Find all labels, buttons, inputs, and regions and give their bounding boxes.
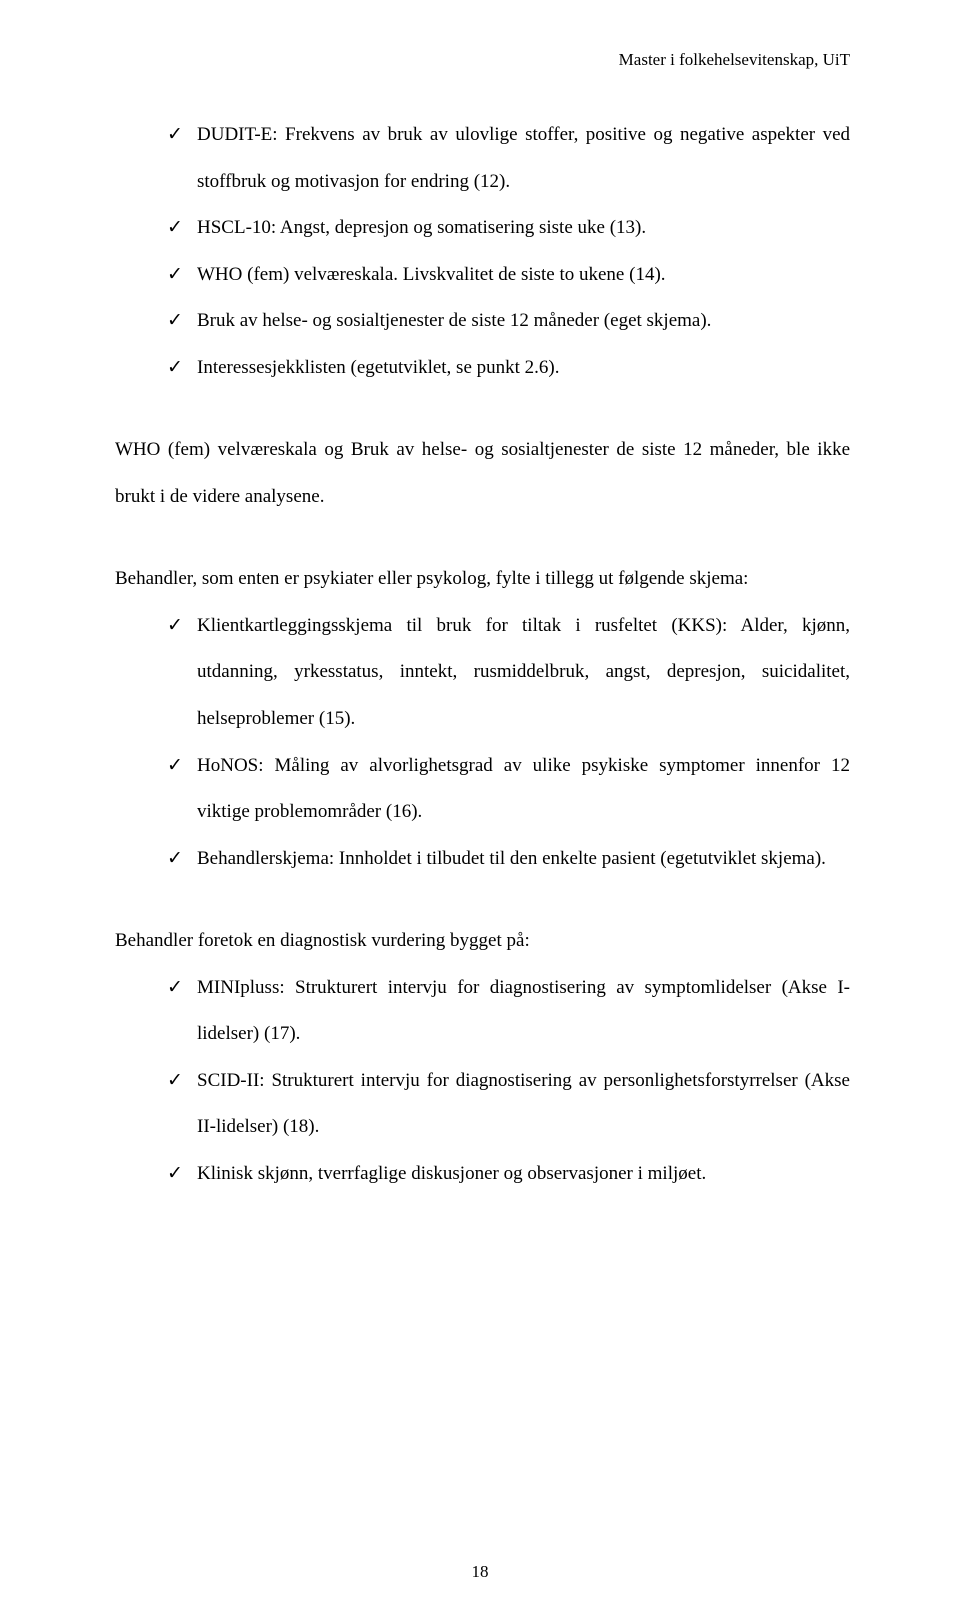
checkmark-icon: ✓ xyxy=(167,1058,183,1105)
list-item: ✓ Klientkartleggingsskjema til bruk for t… xyxy=(155,603,850,743)
checkmark-icon: ✓ xyxy=(167,345,183,392)
checkmark-icon: ✓ xyxy=(167,603,183,650)
list-item: ✓ DUDIT-E: Frekvens av bruk av ulovlige s… xyxy=(155,112,850,205)
list-item-text: SCID-II: Strukturert intervju for diagno… xyxy=(197,1070,850,1138)
list-item: ✓ Interessesjekklisten (egetutviklet, se … xyxy=(155,345,850,392)
list-item: ✓ Behandlerskjema: Innholdet i tilbudet t… xyxy=(155,836,850,883)
checkmark-icon: ✓ xyxy=(167,112,183,159)
paragraph-3: Behandler foretok en diagnostisk vurderi… xyxy=(115,918,850,965)
checkmark-icon: ✓ xyxy=(167,298,183,345)
checkmark-icon: ✓ xyxy=(167,205,183,252)
checkmark-icon: ✓ xyxy=(167,965,183,1012)
checkmark-icon: ✓ xyxy=(167,836,183,883)
list-item: ✓ SCID-II: Strukturert intervju for diagn… xyxy=(155,1058,850,1151)
list-item-text: Klientkartleggingsskjema til bruk for ti… xyxy=(197,615,850,729)
page-number: 18 xyxy=(0,1562,960,1582)
checkmark-icon: ✓ xyxy=(167,252,183,299)
list-item-text: DUDIT-E: Frekvens av bruk av ulovlige st… xyxy=(197,124,850,192)
list-item-text: Interessesjekklisten (egetutviklet, se p… xyxy=(197,357,560,378)
list-item: ✓ HSCL-10: Angst, depresjon og somatiseri… xyxy=(155,205,850,252)
list-item-text: Klinisk skjønn, tverrfaglige diskusjoner… xyxy=(197,1163,706,1184)
list-item-text: Bruk av helse- og sosialtjenester de sis… xyxy=(197,310,711,331)
list-item-text: HSCL-10: Angst, depresjon og somatiserin… xyxy=(197,217,646,238)
paragraph-2: Behandler, som enten er psykiater eller … xyxy=(115,556,850,603)
list-item-text: HoNOS: Måling av alvorlighetsgrad av uli… xyxy=(197,755,850,823)
paragraph-1: WHO (fem) velværeskala og Bruk av helse-… xyxy=(115,427,850,520)
list-item-text: MINIpluss: Strukturert intervju for diag… xyxy=(197,977,850,1045)
list-item-text: WHO (fem) velværeskala. Livskvalitet de … xyxy=(197,264,666,285)
header-text: Master i folkehelsevitenskap, UiT xyxy=(619,50,850,69)
list-item-text: Behandlerskjema: Innholdet i tilbudet ti… xyxy=(197,848,826,869)
page-number-value: 18 xyxy=(472,1562,489,1581)
list-item: ✓ Bruk av helse- og sosialtjenester de si… xyxy=(155,298,850,345)
checkmark-icon: ✓ xyxy=(167,1151,183,1198)
page-header: Master i folkehelsevitenskap, UiT xyxy=(115,50,850,70)
checklist-2: ✓ Klientkartleggingsskjema til bruk for t… xyxy=(115,603,850,882)
list-item: ✓ Klinisk skjønn, tverrfaglige diskusjone… xyxy=(155,1151,850,1198)
list-item: ✓ MINIpluss: Strukturert intervju for dia… xyxy=(155,965,850,1058)
page-content: ✓ DUDIT-E: Frekvens av bruk av ulovlige s… xyxy=(115,112,850,1197)
checklist-1: ✓ DUDIT-E: Frekvens av bruk av ulovlige s… xyxy=(115,112,850,391)
checkmark-icon: ✓ xyxy=(167,743,183,790)
checklist-3: ✓ MINIpluss: Strukturert intervju for dia… xyxy=(115,965,850,1198)
list-item: ✓ HoNOS: Måling av alvorlighetsgrad av ul… xyxy=(155,743,850,836)
list-item: ✓ WHO (fem) velværeskala. Livskvalitet de… xyxy=(155,252,850,299)
